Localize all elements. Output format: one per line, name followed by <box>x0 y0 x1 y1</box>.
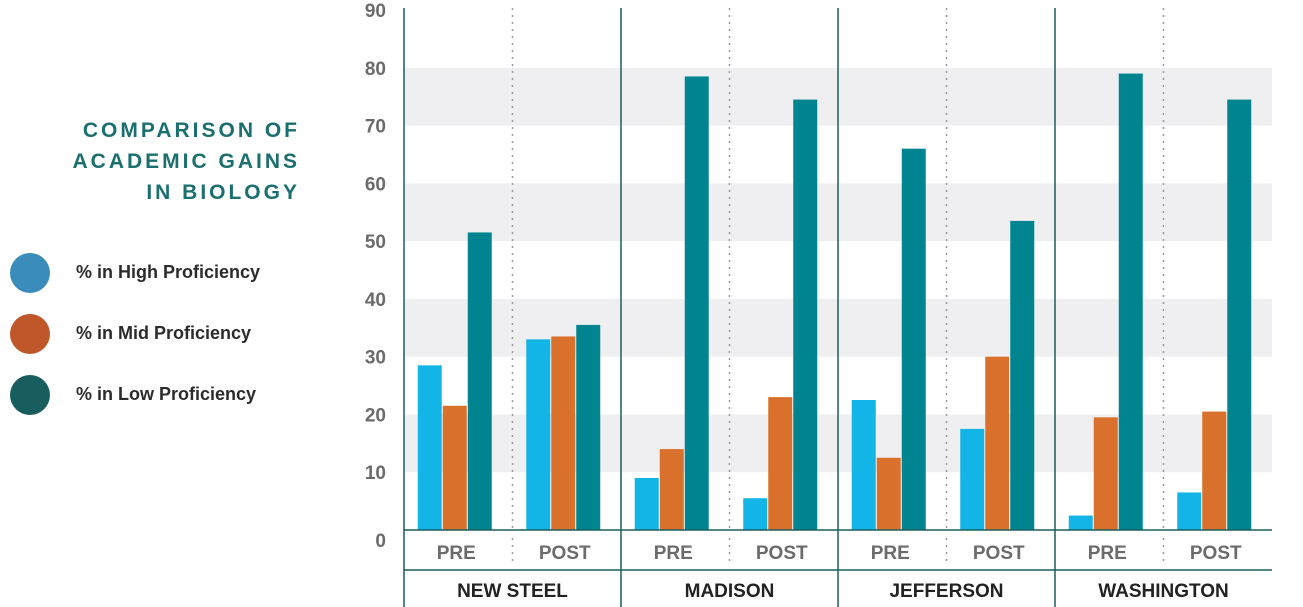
x-group-label: WASHINGTON <box>1098 581 1229 602</box>
x-subgroup-label: POST <box>539 543 591 564</box>
bar <box>526 339 550 530</box>
bar <box>551 336 575 530</box>
x-group-label: NEW STEEL <box>457 581 568 602</box>
bar <box>1202 412 1226 530</box>
x-subgroup-label: POST <box>756 543 808 564</box>
bar <box>902 149 926 530</box>
y-tick-label: 90 <box>365 1 386 22</box>
y-tick-label: 0 <box>375 531 386 552</box>
bar <box>852 400 876 530</box>
x-subgroup-label: PRE <box>654 543 693 564</box>
x-subgroup-label: POST <box>973 543 1025 564</box>
y-tick-label: 30 <box>365 348 386 369</box>
y-tick-label: 20 <box>365 405 386 426</box>
x-subgroup-label: PRE <box>871 543 910 564</box>
y-tick-label: 60 <box>365 174 386 195</box>
y-tick-label: 80 <box>365 59 386 80</box>
bar <box>985 357 1009 530</box>
bar <box>1010 221 1034 530</box>
bar <box>1119 74 1143 530</box>
bar <box>793 100 817 530</box>
y-tick-label: 40 <box>365 290 386 311</box>
bar <box>443 406 467 530</box>
bar <box>576 325 600 530</box>
bar <box>768 397 792 530</box>
bar <box>1227 100 1251 530</box>
bar <box>468 232 492 530</box>
y-tick-label: 10 <box>365 463 386 484</box>
x-subgroup-label: PRE <box>437 543 476 564</box>
x-group-label: JEFFERSON <box>889 581 1003 602</box>
bar <box>1069 516 1093 530</box>
y-tick-label: 70 <box>365 117 386 138</box>
bar <box>418 365 442 530</box>
bar <box>660 449 684 530</box>
bar <box>1094 417 1118 530</box>
y-tick-label: 50 <box>365 232 386 253</box>
x-subgroup-label: POST <box>1190 543 1242 564</box>
bar <box>960 429 984 530</box>
bar <box>635 478 659 530</box>
bar <box>877 458 901 530</box>
bar <box>743 498 767 530</box>
bar <box>685 76 709 530</box>
x-group-label: MADISON <box>685 581 775 602</box>
x-subgroup-label: PRE <box>1088 543 1127 564</box>
bar <box>1177 492 1201 530</box>
